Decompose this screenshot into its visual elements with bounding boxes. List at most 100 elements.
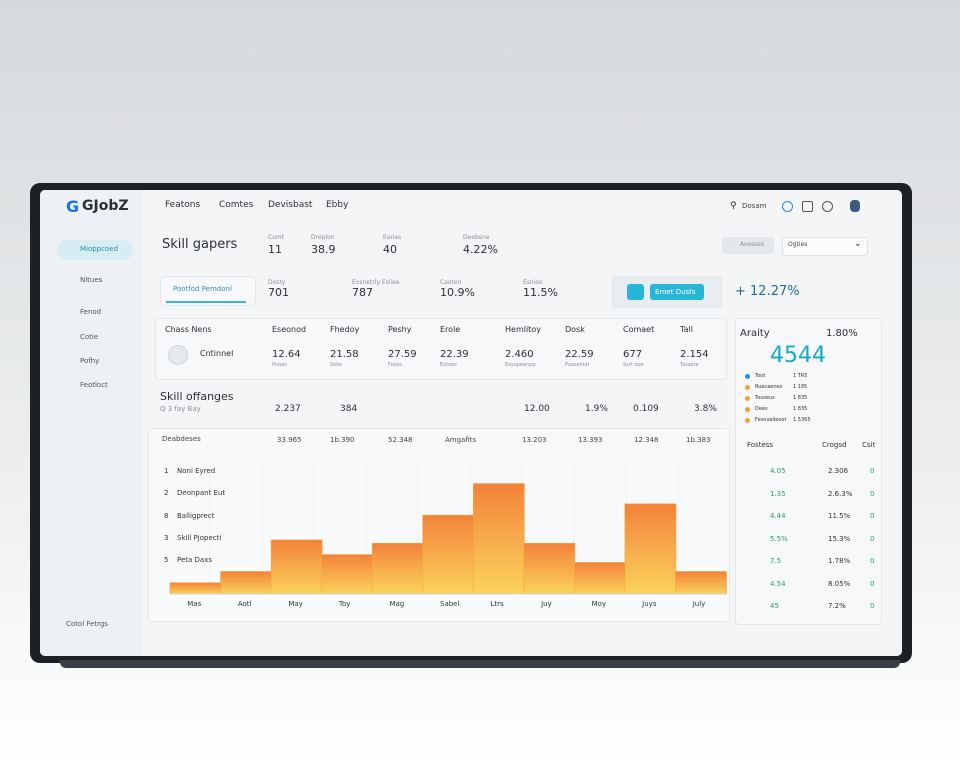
- cell-value: 12.64: [272, 349, 301, 360]
- legend-value: 1 835: [793, 406, 808, 412]
- icon-user[interactable]: [782, 201, 793, 212]
- bar: [169, 582, 222, 595]
- right-cell: 1.78%: [828, 557, 851, 565]
- export-button[interactable]: [650, 284, 704, 300]
- nav-item: Comtes: [219, 200, 254, 210]
- sidebar-item: Fenod: [80, 308, 102, 316]
- sidebar-footer: Cotol Fetrgs: [66, 620, 108, 628]
- row-number: 5: [164, 556, 169, 564]
- brand: GJobZ: [82, 198, 129, 214]
- stat-value: 4.22%: [463, 243, 498, 256]
- section-subtitle: Q 3 fay Bay: [160, 405, 201, 413]
- right-cell: 2.6.3%: [828, 489, 853, 498]
- right-cell: 8.05%: [828, 579, 851, 588]
- right-kpi-big: 4544: [770, 343, 826, 368]
- header-button[interactable]: [722, 237, 774, 254]
- cell-value: 22.39: [440, 349, 469, 360]
- filter-value: 13.393: [578, 436, 603, 444]
- sidebar-item: Feotloct: [80, 381, 108, 389]
- right-cell: 0: [870, 557, 875, 565]
- tab-underline: [166, 301, 246, 303]
- table-header: Fhedoy: [330, 325, 360, 334]
- x-tick-label: Moy: [591, 600, 607, 608]
- cell-sub: Sobs: [330, 362, 343, 368]
- cell-value: 22.59: [565, 349, 594, 360]
- section-value: 12.00: [524, 404, 550, 414]
- stat-value: 787: [352, 286, 373, 299]
- stat-label: Deebsne: [463, 234, 490, 241]
- bar: [270, 539, 323, 595]
- right-kpi-small: 1.80%: [826, 328, 858, 339]
- filter-value: 33.965: [277, 436, 302, 444]
- right-cell: 7.2%: [828, 602, 846, 610]
- right-cell: 0: [870, 534, 875, 543]
- chart-row-label: Deonpant Eut: [177, 489, 226, 497]
- legend-dot: [745, 396, 750, 401]
- legend-value: 1 TR5: [793, 373, 808, 379]
- icon-gear[interactable]: [822, 201, 833, 212]
- legend-value: 1 835: [793, 395, 808, 401]
- bar: [523, 542, 576, 595]
- stat-value: 10.9%: [440, 286, 475, 299]
- stat-label: Evsnetrly Esliee: [352, 279, 400, 286]
- stat-label: Caoten: [440, 279, 462, 286]
- nav-item: Featons: [165, 200, 201, 210]
- select-arrow: ⌄: [854, 239, 862, 249]
- legend-dot: [745, 374, 750, 379]
- stat-value: 11.5%: [523, 286, 558, 299]
- section-title: Skill offanges: [160, 390, 234, 403]
- x-tick-label: Juys: [642, 600, 657, 608]
- legend-label: Fesnvelieoot: [755, 417, 787, 423]
- export-button-text: Eroet Dusts: [655, 288, 696, 296]
- right-title: Araity: [740, 328, 770, 339]
- cell-sub: Evtoes: [440, 362, 457, 368]
- right-cell: 0: [870, 512, 875, 520]
- cell-sub: Tosasta: [680, 362, 699, 368]
- cell-sub: Ssrt ooe: [623, 362, 644, 368]
- section-value: 3.8%: [694, 404, 717, 414]
- x-tick-label: Toy: [338, 600, 351, 608]
- legend-value: 1 185: [793, 384, 808, 390]
- bar: [472, 483, 525, 595]
- row-number: 1: [164, 467, 169, 475]
- cell-sub: Foyes: [388, 362, 403, 368]
- bar: [574, 562, 626, 595]
- chart-row-label: Noni Eyred: [177, 467, 216, 475]
- kpi: + 12.27%: [735, 284, 800, 299]
- section-value: 1.9%: [585, 404, 608, 414]
- right-header: Crogsd: [822, 441, 847, 449]
- right-cell: 0: [870, 602, 875, 610]
- right-cell: 1.35: [770, 489, 786, 498]
- avatar[interactable]: [850, 200, 860, 212]
- x-tick-label: Mag: [389, 600, 405, 608]
- stat-label: Dosty: [268, 279, 286, 286]
- right-cell: 5.5%: [770, 534, 788, 543]
- legend-dot: [745, 418, 750, 423]
- icon-box[interactable]: [802, 201, 813, 212]
- nav-item: Devisbast: [268, 200, 313, 210]
- table-header: Peshy: [388, 325, 412, 334]
- x-tick-label: Sabel: [440, 600, 460, 608]
- section-value: 384: [340, 404, 358, 414]
- chart-row-label: Balligprect: [177, 512, 215, 520]
- stat-value: 701: [268, 286, 289, 299]
- sidebar-active: [57, 240, 133, 260]
- right-cell: 4.05: [770, 467, 786, 475]
- table-panel: [155, 318, 727, 380]
- legend-dot: [745, 385, 750, 390]
- cell-sub: Exsopeanpp: [505, 362, 536, 368]
- header-select[interactable]: [782, 237, 868, 256]
- filter-label: Deabdeses: [162, 435, 201, 443]
- stat-value: 40: [383, 243, 397, 256]
- bar: [624, 503, 677, 595]
- check-box[interactable]: [627, 284, 644, 300]
- bar: [371, 542, 424, 595]
- table-header: Eseonod: [272, 325, 307, 334]
- row-name: Cntinnel: [200, 349, 234, 358]
- row-icon: [168, 345, 188, 365]
- header-button-text: Avesses: [740, 241, 765, 248]
- right-cell: 4.54: [770, 579, 786, 588]
- bar: [675, 571, 727, 595]
